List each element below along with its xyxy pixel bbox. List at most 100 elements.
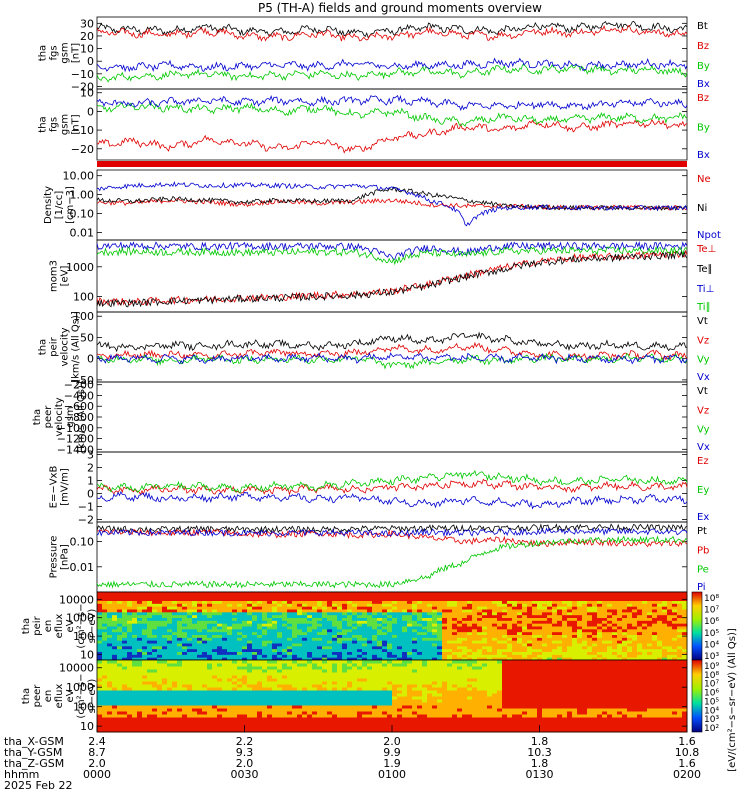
spectrogram-cell — [367, 640, 373, 644]
spectrogram-cell — [102, 660, 108, 664]
spectrogram-cell — [197, 660, 203, 664]
spectrogram-cell — [292, 637, 298, 641]
spectrogram-cell — [147, 672, 153, 676]
spectrogram-cell — [147, 714, 153, 718]
spectrogram-cell — [372, 660, 378, 664]
spectrogram-cell — [572, 592, 578, 596]
spectrogram-cell — [237, 634, 243, 638]
spectrogram-cell — [497, 603, 503, 607]
spectrogram-cell — [187, 620, 193, 624]
spectrogram-cell — [127, 611, 133, 616]
spectrogram-cell — [132, 696, 138, 700]
spectrogram-cell — [267, 628, 273, 633]
spectrogram-cell — [572, 640, 578, 644]
spectrogram-cell — [577, 648, 583, 652]
spectrogram-cell — [437, 620, 443, 624]
spectrogram-cell — [377, 729, 383, 733]
spectrogram-cell — [117, 696, 123, 700]
spectrogram-cell — [302, 657, 308, 661]
spectrogram-cell — [372, 669, 378, 673]
spectrogram-cell — [347, 592, 353, 596]
spectrogram-cell — [612, 623, 618, 627]
spectrogram-cell — [267, 681, 273, 685]
spectrogram-cell — [337, 699, 343, 703]
series-line-By — [96, 101, 688, 127]
spectrogram-cell — [487, 657, 493, 661]
spectrogram-cell — [447, 714, 453, 718]
spectrogram-cell — [362, 708, 368, 712]
spectrogram-cell — [307, 696, 313, 700]
spectrogram-cell — [167, 723, 173, 727]
spectrogram-cell — [127, 628, 133, 633]
spectrogram-cell — [442, 684, 448, 688]
spectrogram-cell — [167, 620, 173, 624]
spectrogram-cell — [317, 660, 323, 664]
spectrogram-cell — [267, 708, 273, 712]
spectrogram-cell — [307, 654, 313, 658]
spectrogram-cell — [197, 648, 203, 652]
spectrogram-cell — [487, 717, 493, 721]
spectrogram-cell — [122, 723, 128, 727]
spectrogram-cell — [197, 699, 203, 703]
spectrogram-cell — [302, 597, 308, 601]
spectrogram-cell — [432, 660, 438, 664]
spectrogram-cell — [322, 640, 328, 644]
spectrogram-cell — [242, 696, 248, 700]
spectrogram-cell — [257, 711, 263, 715]
spectrogram-cell — [462, 666, 468, 670]
spectrogram-cell — [242, 617, 248, 621]
spectrogram-cell — [477, 631, 483, 635]
spectrogram-cell — [142, 592, 148, 596]
legend-label: Vx — [697, 442, 710, 453]
spectrogram-cell — [297, 603, 303, 607]
spectrogram-cell — [497, 617, 503, 621]
spectrogram-cell — [262, 705, 268, 709]
spectrogram-cell — [362, 651, 368, 655]
spectrogram-cell — [152, 637, 158, 641]
spectrogram-cell — [422, 643, 428, 647]
spectrogram-cell — [447, 634, 453, 638]
spectrogram-cell — [222, 711, 228, 715]
spectrogram-cell — [467, 628, 473, 633]
spectrogram-cell — [417, 640, 423, 644]
spectrogram-cell — [392, 675, 398, 679]
spectrogram-cell — [567, 628, 573, 633]
spectrogram-cell — [267, 699, 273, 703]
spectrogram-cell — [187, 617, 193, 621]
spectrogram-cell — [187, 631, 193, 635]
spectrogram-cell — [157, 663, 163, 667]
spectrogram-cell — [457, 623, 463, 627]
spectrogram-cell — [222, 699, 228, 703]
spectrogram-cell — [267, 693, 273, 697]
spectrogram-cell — [657, 634, 663, 638]
spectrogram-cell — [242, 648, 248, 652]
spectrogram-cell — [237, 648, 243, 652]
spectrogram-cell — [222, 643, 228, 647]
spectrogram-cell — [677, 643, 683, 647]
spectrogram-cell — [387, 723, 393, 727]
spectrogram-cell — [497, 594, 503, 599]
spectrogram-cell — [372, 726, 378, 730]
spectrogram-cell — [502, 634, 508, 638]
spectrogram-cell — [277, 681, 283, 685]
spectrogram-cell — [412, 645, 418, 650]
spectrogram-cell — [367, 720, 373, 724]
spectrogram-cell — [152, 711, 158, 715]
spectrogram-cell — [477, 720, 483, 724]
spectrogram-cell — [242, 711, 248, 715]
spectrogram-cell — [292, 684, 298, 688]
spectrogram-cell — [192, 640, 198, 644]
spectrogram-cell — [357, 614, 363, 618]
spectrogram-cell — [257, 702, 263, 706]
spectrogram-cell — [152, 645, 158, 650]
spectrogram-cell — [677, 634, 683, 638]
spectrogram-cell — [557, 597, 563, 601]
spectrogram-cell — [312, 648, 318, 652]
spectrogram-cell — [412, 623, 418, 627]
spectrogram-cell — [212, 614, 218, 618]
spectrogram-cell — [597, 606, 603, 610]
spectrogram-cell — [282, 623, 288, 627]
spectrogram-cell — [327, 643, 333, 647]
spectrogram-cell — [467, 729, 473, 733]
spectrogram-cell — [392, 726, 398, 730]
